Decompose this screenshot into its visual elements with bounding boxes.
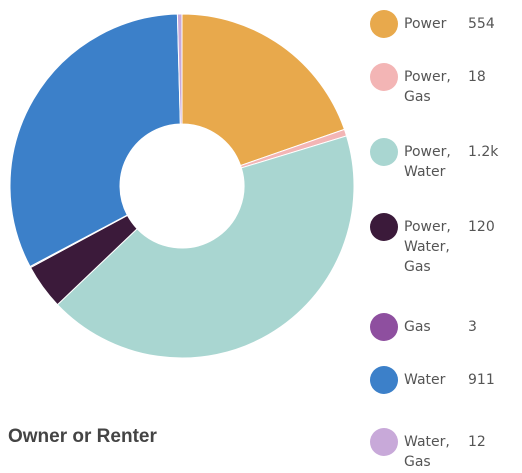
legend-value: 18 bbox=[468, 69, 486, 85]
legend-swatch bbox=[370, 313, 398, 341]
slice bbox=[56, 135, 355, 359]
legend-value: 1.2k bbox=[468, 144, 499, 160]
chart bbox=[9, 13, 355, 359]
legend-item: Gas 3 bbox=[370, 313, 477, 341]
legend-label: Water, Gas bbox=[404, 434, 450, 470]
legend-value: 911 bbox=[468, 372, 495, 388]
legend-value: 120 bbox=[468, 219, 495, 235]
chart-title: Owner or Renter bbox=[8, 426, 157, 447]
legend-swatch bbox=[370, 10, 398, 38]
legend-swatch bbox=[370, 428, 398, 456]
legend-value: 554 bbox=[468, 16, 495, 32]
legend-label: Water bbox=[404, 372, 446, 388]
legend-swatch bbox=[370, 138, 398, 166]
legend-item: Power, Gas 18 bbox=[370, 63, 486, 107]
legend-label: Power, Water bbox=[404, 144, 451, 180]
legend-swatch bbox=[370, 63, 398, 91]
legend-value: 3 bbox=[468, 319, 477, 335]
legend-item: Power 554 bbox=[370, 10, 495, 38]
legend-item: Water 911 bbox=[370, 366, 495, 394]
legend-label: Power, Water, Gas bbox=[404, 219, 451, 275]
legend-item: Water, Gas 12 bbox=[370, 428, 486, 472]
slice bbox=[9, 13, 181, 268]
legend-label: Gas bbox=[404, 319, 431, 335]
legend-swatch bbox=[370, 366, 398, 394]
legend-value: 12 bbox=[468, 434, 486, 450]
legend-item: Power, Water, Gas 120 bbox=[370, 213, 495, 277]
slice bbox=[176, 13, 183, 125]
legend-label: Power, Gas bbox=[404, 69, 451, 105]
legend-label: Power bbox=[404, 16, 447, 32]
legend-item: Power, Water 1.2k bbox=[370, 138, 499, 182]
slice bbox=[181, 13, 346, 167]
legend-swatch bbox=[370, 213, 398, 241]
